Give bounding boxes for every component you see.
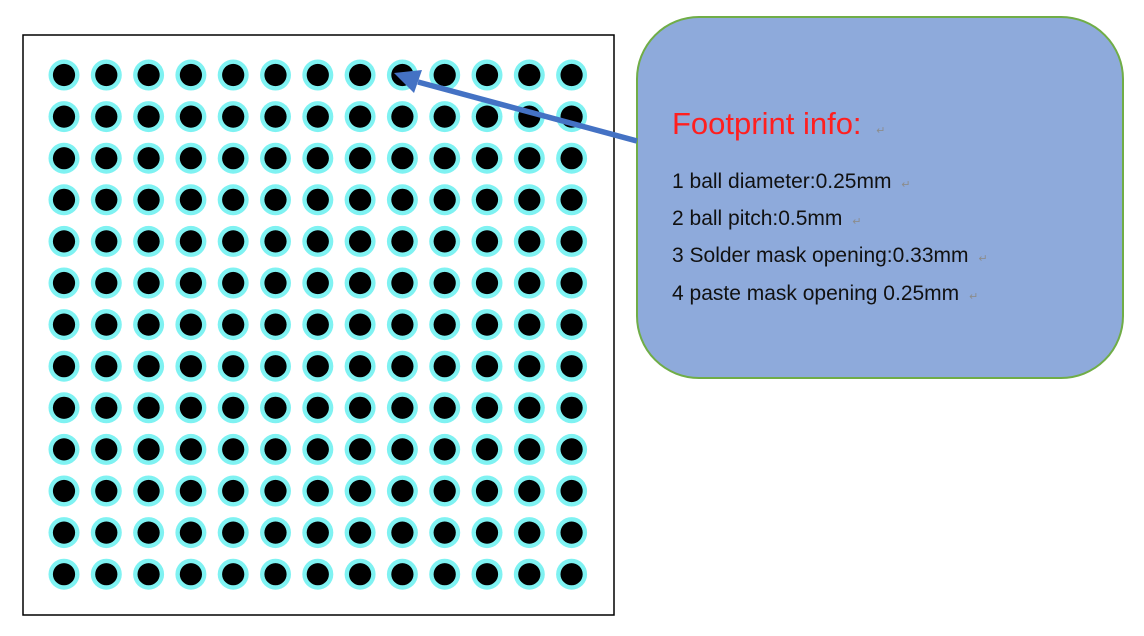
paragraph-mark-icon: ↵ xyxy=(978,252,987,265)
info-line-paste-mask-opening-text: 4 paste mask opening 0.25mm xyxy=(672,282,959,305)
info-line-solder-mask-opening-text: 3 Solder mask opening:0.33mm xyxy=(672,244,969,267)
info-line-ball-pitch: 2 ball pitch:0.5mm ↵ xyxy=(672,207,861,230)
paragraph-mark-icon: ↵ xyxy=(876,124,885,137)
info-line-paste-mask-opening: 4 paste mask opening 0.25mm ↵ xyxy=(672,282,978,305)
paragraph-mark-icon: ↵ xyxy=(901,178,910,191)
arrow-shaft xyxy=(417,79,638,144)
paragraph-mark-icon: ↵ xyxy=(969,290,978,303)
info-line-ball-diameter: 1 ball diameter:0.25mm ↵ xyxy=(672,170,911,193)
callout-arrow xyxy=(394,70,638,144)
footprint-info-title-text: Footprint info: xyxy=(672,106,862,141)
footprint-info-callout xyxy=(636,16,1124,379)
footprint-frame xyxy=(22,34,615,616)
arrow-head-icon xyxy=(394,70,422,93)
footprint-info-title: Footprint info: ↵ xyxy=(672,106,885,141)
info-line-ball-pitch-text: 2 ball pitch:0.5mm xyxy=(672,207,842,230)
info-line-solder-mask-opening: 3 Solder mask opening:0.33mm ↵ xyxy=(672,244,988,267)
paragraph-mark-icon: ↵ xyxy=(852,215,861,228)
info-line-ball-diameter-text: 1 ball diameter:0.25mm xyxy=(672,170,891,193)
